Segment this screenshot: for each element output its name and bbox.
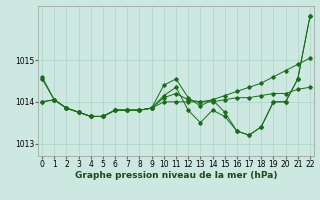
X-axis label: Graphe pression niveau de la mer (hPa): Graphe pression niveau de la mer (hPa)	[75, 171, 277, 180]
